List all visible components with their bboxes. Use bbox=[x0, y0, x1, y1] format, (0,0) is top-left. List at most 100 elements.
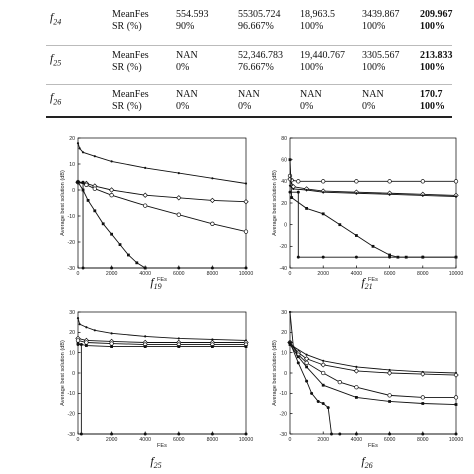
y-axis-label: Average best solution (dB) bbox=[60, 170, 66, 236]
data-point bbox=[421, 432, 425, 436]
data-point bbox=[321, 370, 326, 376]
data-point bbox=[316, 399, 320, 403]
y-tick-label: -20 bbox=[68, 240, 76, 246]
data-point bbox=[110, 332, 113, 335]
table-cell: 554.593 bbox=[176, 9, 209, 20]
x-tick-label: 2000 bbox=[106, 437, 118, 443]
table-cell: 100% bbox=[362, 62, 386, 73]
chart-caption: f26 bbox=[361, 454, 372, 470]
table-cell: 100% bbox=[420, 101, 445, 112]
data-point bbox=[84, 340, 89, 345]
series-star bbox=[76, 343, 248, 436]
table-cell: 0% bbox=[176, 101, 190, 112]
data-point bbox=[338, 223, 342, 227]
series-star bbox=[288, 190, 458, 259]
data-point bbox=[326, 406, 330, 410]
data-point bbox=[305, 365, 308, 369]
data-point bbox=[310, 391, 314, 395]
data-point bbox=[454, 403, 458, 406]
x-tick-label: 6000 bbox=[173, 437, 185, 443]
y-tick-label: 20 bbox=[281, 201, 287, 207]
series-line bbox=[289, 342, 456, 435]
series-line bbox=[77, 181, 146, 269]
data-point bbox=[142, 192, 148, 198]
data-point bbox=[177, 432, 181, 436]
x-tick-label: 2000 bbox=[106, 271, 118, 277]
table-cell: 0% bbox=[362, 101, 376, 112]
convergence-charts: 0 2000 4000 6000 8000 10000-30-20-1001020FEsA… bbox=[60, 136, 463, 470]
data-point bbox=[75, 338, 81, 343]
data-point bbox=[296, 179, 301, 184]
data-point bbox=[421, 255, 425, 259]
data-point bbox=[244, 345, 248, 348]
data-point bbox=[288, 190, 292, 194]
y-tick-label: 30 bbox=[281, 310, 287, 316]
data-point bbox=[371, 244, 375, 248]
x-tick-label: 10000 bbox=[449, 437, 464, 443]
x-tick-label: 10000 bbox=[449, 271, 464, 277]
data-point bbox=[355, 192, 358, 195]
data-point bbox=[110, 345, 113, 348]
y-axis-label: Average best solution (dB) bbox=[60, 340, 66, 406]
data-point bbox=[76, 317, 80, 320]
data-point bbox=[177, 172, 180, 175]
x-tick-label: 10000 bbox=[239, 271, 254, 277]
data-point bbox=[296, 190, 300, 194]
table-cell: NAN bbox=[300, 89, 322, 100]
data-point bbox=[177, 345, 181, 348]
data-point bbox=[143, 266, 147, 270]
y-tick-label: -10 bbox=[68, 214, 76, 220]
data-point bbox=[244, 432, 248, 436]
metric-label: MeanFes bbox=[112, 9, 149, 20]
data-point bbox=[85, 344, 88, 347]
data-point bbox=[288, 184, 292, 187]
table-cell: NAN bbox=[362, 89, 384, 100]
data-point bbox=[388, 400, 391, 403]
data-point bbox=[292, 187, 295, 191]
series-line bbox=[289, 342, 457, 376]
data-point bbox=[386, 370, 393, 376]
x-tick-label: 8000 bbox=[207, 437, 219, 443]
y-tick-label: 10 bbox=[281, 350, 287, 356]
chart-caption: f25 bbox=[150, 454, 161, 470]
data-point bbox=[144, 166, 147, 169]
series-line bbox=[289, 344, 457, 405]
chart-3: 0 2000 4000 6000 8000 10000 -30 -20 -10 0 10 20 30 FE… bbox=[272, 310, 463, 470]
data-point bbox=[143, 432, 147, 436]
table-cell: 100% bbox=[362, 21, 386, 32]
series-point bbox=[76, 142, 248, 185]
y-tick-label: 80 bbox=[281, 136, 287, 142]
data-point bbox=[93, 329, 96, 332]
series-line bbox=[289, 311, 457, 374]
data-point bbox=[76, 142, 80, 145]
data-point bbox=[101, 222, 105, 226]
data-point bbox=[304, 360, 309, 365]
table-cell: 90% bbox=[176, 21, 195, 32]
y-tick-label: 10 bbox=[69, 162, 75, 168]
data-point bbox=[388, 255, 392, 259]
series-line bbox=[289, 342, 456, 398]
data-point bbox=[177, 266, 181, 270]
data-point bbox=[321, 383, 325, 387]
metric-label: SR (%) bbox=[112, 101, 142, 112]
data-point bbox=[454, 195, 458, 198]
x-tick-label: 6000 bbox=[384, 271, 396, 277]
y-tick-label: 10 bbox=[69, 350, 75, 356]
data-point bbox=[353, 368, 360, 374]
data-point bbox=[321, 255, 325, 259]
series-square bbox=[288, 343, 458, 406]
x-tick-label: 0 bbox=[77, 271, 80, 277]
data-point bbox=[84, 182, 89, 187]
chart-1: 0 2000 4000 6000 8000 10000 -40 -20 0 20 40 60 80 FEs… bbox=[272, 136, 463, 291]
y-tick-label: -20 bbox=[280, 411, 288, 417]
table-cell: 100% bbox=[300, 21, 324, 32]
data-point bbox=[93, 209, 97, 213]
data-point bbox=[110, 266, 114, 270]
table-row-divider bbox=[46, 45, 452, 46]
data-point bbox=[210, 221, 215, 226]
data-point bbox=[453, 372, 459, 378]
data-point bbox=[92, 186, 97, 191]
chart-caption: f19 bbox=[150, 275, 161, 291]
series-line bbox=[77, 317, 247, 341]
data-point bbox=[81, 266, 85, 270]
